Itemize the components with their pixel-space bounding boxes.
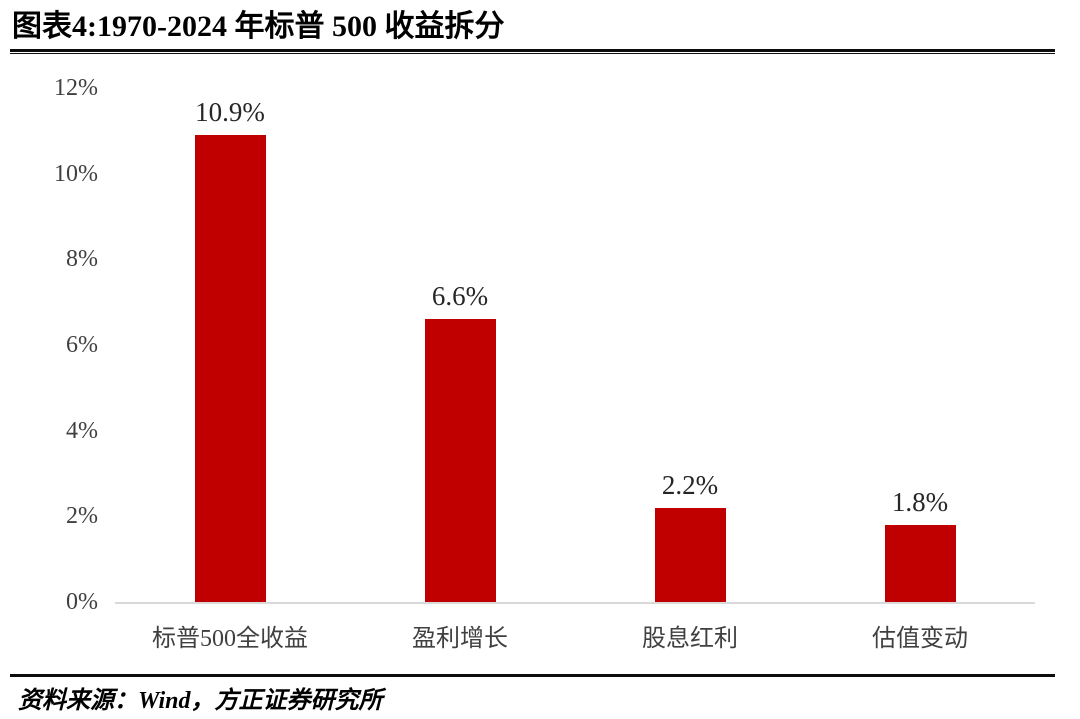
y-axis-tick-label: 0%: [66, 589, 98, 615]
title-rule-thin: [10, 52, 1055, 54]
y-axis-tick-label: 6%: [66, 332, 98, 358]
title-rule-thick: [10, 49, 1055, 52]
bar-value-label: 6.6%: [431, 281, 489, 312]
y-axis-tick-label: 2%: [66, 503, 98, 530]
bar: [884, 524, 956, 602]
bar: [194, 135, 266, 602]
y-axis-tick-label: 4%: [66, 417, 98, 444]
y-axis-tick-label: 10%: [54, 160, 98, 187]
x-axis-category-label: 估值变动: [872, 626, 968, 652]
bar: [424, 319, 496, 602]
x-axis-line: [115, 602, 1035, 604]
bar-value-label: 10.9%: [195, 97, 265, 128]
bar-chart: 0% 2% 4% 6% 8% 10% 12% 10.9% 标普500全收益 6.6% 盈利增长 2.2…: [0, 60, 1080, 660]
y-axis-tick-label: 8%: [66, 246, 98, 273]
source-note: 资料来源：Wind，方正证券研究所: [18, 688, 383, 714]
bar-value-label: 1.8%: [891, 486, 949, 517]
x-axis-category-label: 盈利增长: [412, 626, 508, 652]
x-axis-category-label: 股息红利: [642, 626, 738, 652]
footer-rule: [10, 674, 1055, 677]
y-axis-tick-label: 12%: [54, 75, 98, 101]
bar: [654, 507, 726, 602]
figure-title: 图表4:1970-2024 年标普 500 收益拆分: [12, 10, 505, 43]
x-axis-category-label: 标普500全收益: [152, 626, 308, 652]
bar-value-label: 2.2%: [661, 469, 719, 500]
